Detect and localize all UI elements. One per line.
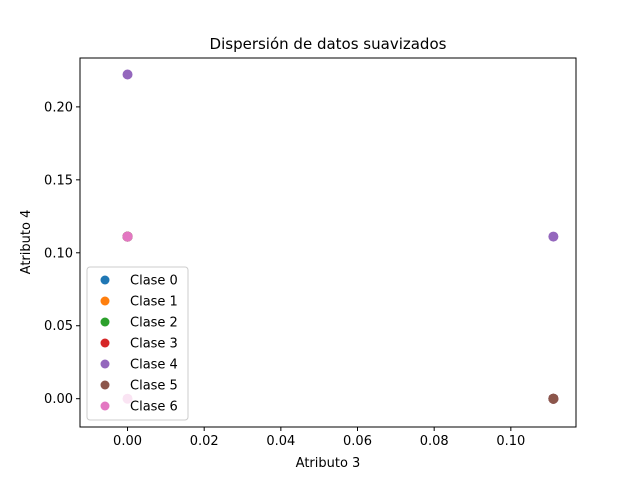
data-point (122, 69, 133, 80)
legend-marker (100, 401, 110, 411)
y-tick-label: 0.05 (44, 319, 73, 334)
legend-label: Clase 5 (130, 379, 178, 394)
y-tick-label: 0.00 (44, 392, 73, 407)
x-tick-label: 0.00 (113, 434, 142, 449)
y-tick-label: 0.10 (44, 246, 73, 261)
legend-marker (100, 296, 110, 306)
legend-label: Clase 1 (130, 295, 178, 310)
data-point (122, 231, 133, 242)
legend-label: Clase 4 (130, 358, 178, 373)
y-tick-label: 0.15 (44, 173, 73, 188)
x-tick-label: 0.08 (420, 434, 449, 449)
legend-marker (100, 338, 110, 348)
legend-marker (100, 275, 110, 285)
legend-marker (100, 380, 110, 390)
x-axis-label: Atributo 3 (296, 456, 361, 471)
legend-marker (100, 359, 110, 369)
legend-label: Clase 0 (130, 274, 178, 289)
ticks-layer: 0.00 0.02 0.04 0.06 0.08 0.10 0.00 0.05 0.10 0.15… (44, 100, 525, 449)
data-point (548, 393, 559, 404)
legend-label: Clase 3 (130, 337, 178, 352)
legend-marker (100, 317, 110, 327)
x-tick-label: 0.06 (343, 434, 372, 449)
x-tick-label: 0.04 (266, 434, 295, 449)
data-point (548, 231, 559, 242)
legend: Clase 0 Clase 1 Clase 2 Clase 3 Clase 4 Clase… (86, 266, 189, 421)
x-tick-label: 0.10 (496, 434, 525, 449)
x-tick-label: 0.02 (190, 434, 219, 449)
y-axis-label: Atributo 4 (19, 210, 34, 275)
y-tick-label: 0.20 (44, 100, 73, 115)
legend-box (86, 266, 189, 421)
legend-label: Clase 6 (130, 400, 178, 415)
chart-title: Dispersión de datos suavizados (210, 35, 447, 53)
legend-label: Clase 2 (130, 316, 178, 331)
plot-frame (79, 57, 577, 428)
